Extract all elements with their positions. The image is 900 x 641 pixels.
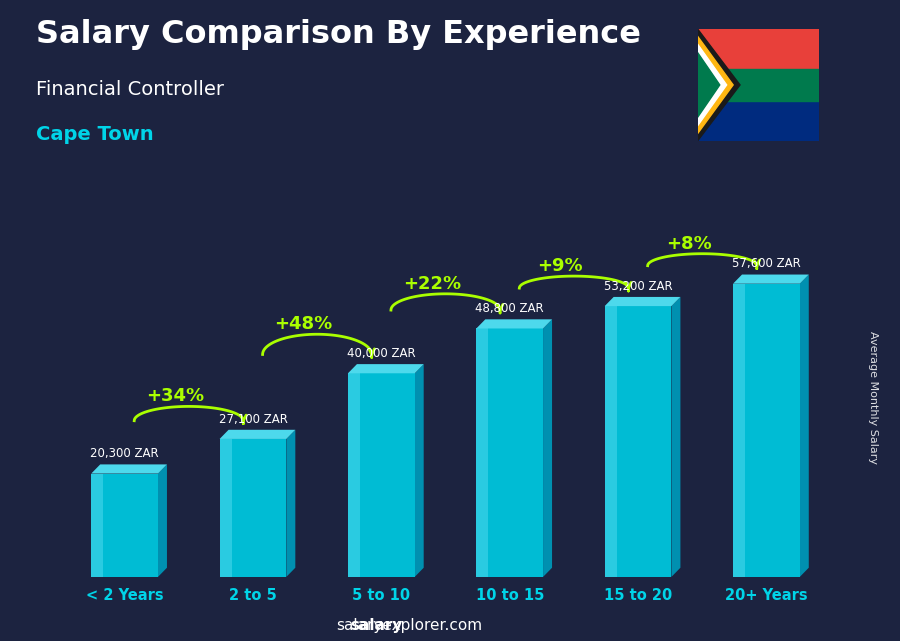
Polygon shape xyxy=(733,274,809,284)
Text: 53,200 ZAR: 53,200 ZAR xyxy=(604,280,672,293)
Polygon shape xyxy=(800,274,809,577)
Text: Average Monthly Salary: Average Monthly Salary xyxy=(868,331,878,464)
Polygon shape xyxy=(476,319,552,328)
Bar xyxy=(698,69,819,101)
Polygon shape xyxy=(698,29,740,141)
Text: +22%: +22% xyxy=(403,275,461,293)
Polygon shape xyxy=(286,429,295,577)
Polygon shape xyxy=(220,429,295,439)
Polygon shape xyxy=(605,297,680,306)
Bar xyxy=(698,85,819,141)
Text: 57,600 ZAR: 57,600 ZAR xyxy=(732,258,801,271)
Text: 48,800 ZAR: 48,800 ZAR xyxy=(475,303,544,315)
Polygon shape xyxy=(348,364,424,373)
Polygon shape xyxy=(605,306,671,577)
Polygon shape xyxy=(348,373,415,577)
Polygon shape xyxy=(158,464,167,577)
Polygon shape xyxy=(698,53,720,117)
Bar xyxy=(698,29,819,85)
Polygon shape xyxy=(91,474,158,577)
Polygon shape xyxy=(476,328,489,577)
Polygon shape xyxy=(605,306,617,577)
Polygon shape xyxy=(698,44,726,126)
Text: +34%: +34% xyxy=(146,387,204,405)
Text: salaryexplorer.com: salaryexplorer.com xyxy=(337,619,482,633)
Text: Financial Controller: Financial Controller xyxy=(36,80,224,99)
Polygon shape xyxy=(220,439,286,577)
Polygon shape xyxy=(91,474,104,577)
Text: +8%: +8% xyxy=(666,235,712,253)
Polygon shape xyxy=(476,328,543,577)
Polygon shape xyxy=(671,297,680,577)
Text: Cape Town: Cape Town xyxy=(36,125,154,144)
Polygon shape xyxy=(543,319,552,577)
Text: salary: salary xyxy=(350,619,402,633)
Text: +9%: +9% xyxy=(537,257,583,275)
Polygon shape xyxy=(220,439,231,577)
Text: 20,300 ZAR: 20,300 ZAR xyxy=(90,447,159,460)
Polygon shape xyxy=(91,464,167,474)
Polygon shape xyxy=(733,284,745,577)
Text: Salary Comparison By Experience: Salary Comparison By Experience xyxy=(36,19,641,50)
Polygon shape xyxy=(733,284,800,577)
Polygon shape xyxy=(698,36,733,134)
Text: +48%: +48% xyxy=(274,315,333,333)
Polygon shape xyxy=(348,373,360,577)
Text: 40,000 ZAR: 40,000 ZAR xyxy=(347,347,416,360)
Text: 27,100 ZAR: 27,100 ZAR xyxy=(219,413,287,426)
Polygon shape xyxy=(415,364,424,577)
